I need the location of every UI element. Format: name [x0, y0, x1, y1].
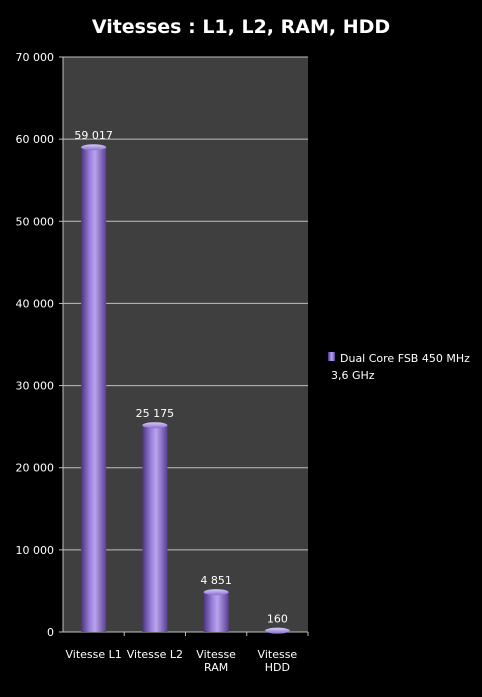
x-tick-label: Vitesse RAM	[196, 648, 236, 674]
y-tick-label: 60 000	[16, 133, 55, 146]
bar[interactable]	[81, 147, 107, 632]
y-tick-label: 70 000	[16, 51, 55, 64]
y-tick-label: 30 000	[16, 380, 55, 393]
x-tick-label-line: HDD	[265, 661, 290, 674]
legend-label: Dual Core FSB 450 MHz 3,6 GHz	[331, 352, 470, 382]
y-tick-label: 10 000	[16, 544, 55, 557]
bar-top-cap	[264, 627, 290, 634]
chart-title: Vitesses : L1, L2, RAM, HDD	[92, 16, 390, 38]
x-tick-label-line: RAM	[204, 661, 228, 674]
legend-label-line: 3,6 GHz	[331, 369, 375, 382]
bar[interactable]	[142, 425, 168, 632]
y-tick-label: 0	[47, 626, 54, 639]
data-label: 4 851	[200, 574, 232, 587]
x-tick-label-line: Vitesse L2	[127, 648, 183, 661]
x-tick-label-line: Vitesse	[258, 648, 298, 661]
data-label: 25 175	[136, 407, 175, 420]
x-tick-label: Vitesse L1	[65, 648, 121, 661]
x-tick-label: Vitesse L2	[127, 648, 183, 661]
y-tick-label: 20 000	[16, 462, 55, 475]
x-tick-label: Vitesse HDD	[258, 648, 298, 674]
legend-swatch	[328, 352, 335, 361]
data-label: 59 017	[74, 129, 113, 142]
x-tick-label-line: Vitesse L1	[65, 648, 121, 661]
bar-top-cap	[203, 589, 229, 596]
bar-top-cap	[142, 422, 168, 429]
bar[interactable]	[203, 592, 229, 632]
legend-label-line: Dual Core FSB 450 MHz	[340, 352, 470, 365]
y-tick-label: 50 000	[16, 215, 55, 228]
bar-top-cap	[81, 144, 107, 151]
y-tick-label: 40 000	[16, 297, 55, 310]
x-tick-label-line: Vitesse	[196, 648, 236, 661]
data-label: 160	[267, 613, 288, 626]
